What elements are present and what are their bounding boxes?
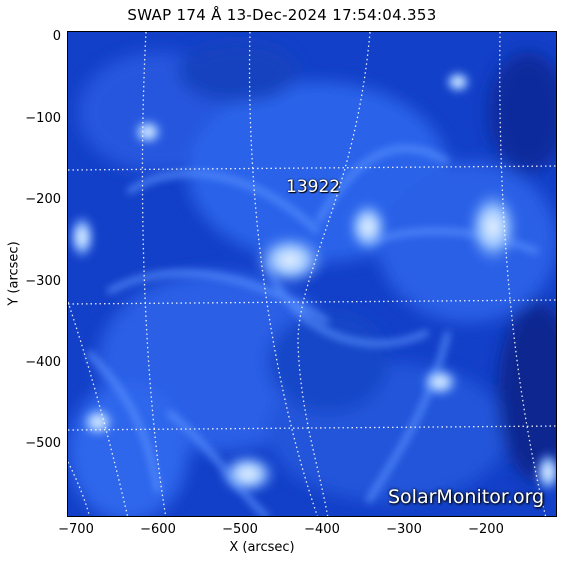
grid-longitude-line — [248, 32, 319, 516]
heliographic-grid — [68, 32, 556, 516]
grid-latitude-line — [68, 425, 556, 431]
solar-image-panel: 13922 SolarMonitor.org — [67, 31, 557, 517]
x-tick-label: −300 — [386, 522, 422, 537]
grid-longitude-line — [297, 32, 371, 516]
y-tick-label: −300 — [25, 274, 61, 289]
y-tick-label: 0 — [52, 29, 61, 44]
chart-title: SWAP 174 Å 13-Dec-2024 17:54:04.353 — [127, 6, 437, 24]
grid-longitude-line — [68, 301, 129, 516]
y-tick-label: −500 — [25, 436, 61, 451]
x-tick-label: −600 — [140, 522, 176, 537]
y-tick-label: −100 — [25, 111, 61, 126]
y-tick-label: −400 — [25, 355, 61, 370]
grid-latitude-line — [68, 299, 556, 305]
y-axis-label: Y (arcsec) — [6, 241, 22, 306]
y-tick-label: −200 — [25, 192, 61, 207]
grid-longitude-line — [68, 461, 91, 516]
x-tick-label: −700 — [58, 522, 94, 537]
x-axis-label: X (arcsec) — [229, 540, 295, 555]
euv-solar-image — [68, 32, 556, 516]
x-tick-label: −400 — [304, 522, 340, 537]
x-tick-label: −200 — [468, 522, 504, 537]
bright-kernels — [68, 70, 556, 496]
active-region-label: 13922 — [286, 177, 341, 197]
watermark-text: SolarMonitor.org — [388, 486, 545, 508]
grid-longitude-line — [141, 32, 167, 516]
grid-latitude-line — [68, 165, 556, 171]
diffuse-corona — [68, 42, 556, 516]
x-tick-label: −500 — [222, 522, 258, 537]
